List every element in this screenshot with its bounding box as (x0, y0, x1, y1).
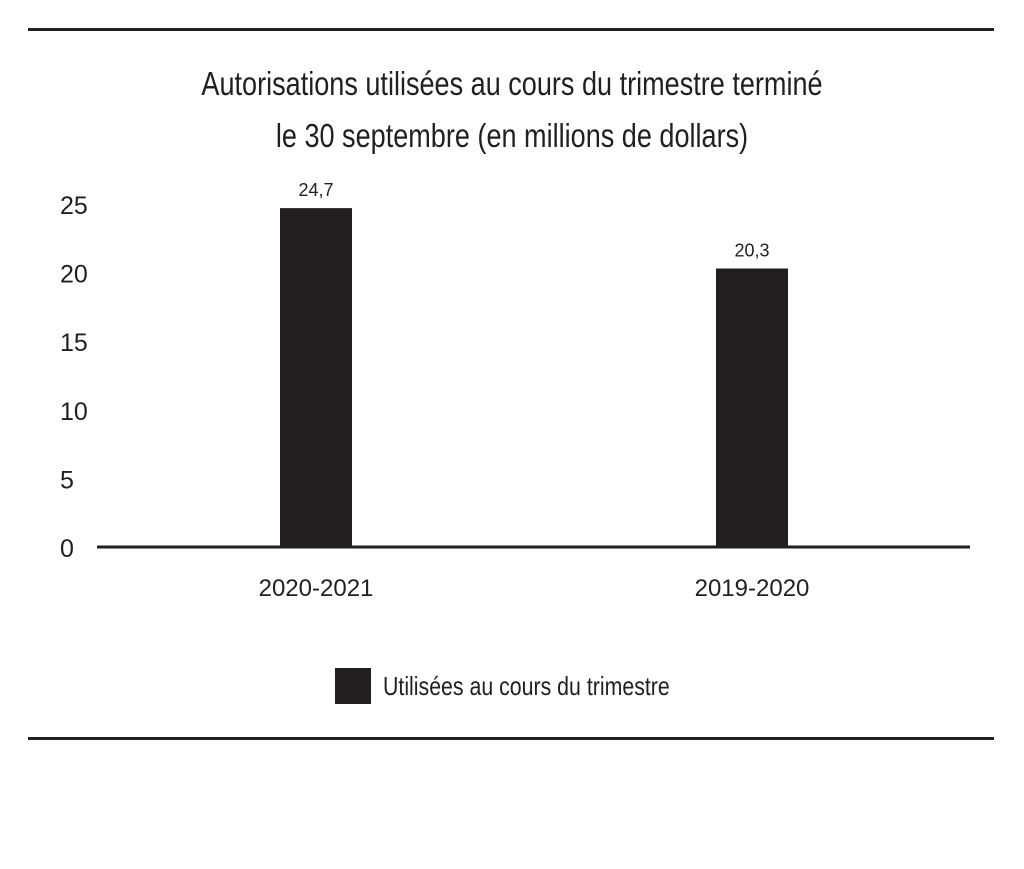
legend: Utilisées au cours du trimestre (335, 668, 733, 704)
chart-title: Autorisations utilisées au cours du trim… (92, 58, 932, 162)
data-label: 20,3 (734, 240, 769, 260)
bottom-rule (28, 737, 994, 740)
y-tick-label: 5 (60, 466, 74, 494)
bar (280, 208, 352, 547)
legend-label: Utilisées au cours du trimestre (383, 670, 670, 701)
y-tick-label: 0 (60, 535, 74, 563)
title-line-1: Autorisations utilisées au cours du trim… (201, 65, 823, 102)
bar (716, 268, 788, 547)
y-tick-label: 10 (60, 398, 88, 426)
y-tick-label: 15 (60, 329, 88, 357)
data-label: 24,7 (298, 180, 333, 200)
y-tick-label: 20 (60, 261, 88, 289)
legend-swatch (335, 668, 371, 704)
y-tick-label: 25 (60, 192, 88, 220)
title-line-2: le 30 septembre (en millions de dollars) (275, 117, 749, 154)
x-tick-label: 2020-2021 (259, 575, 374, 602)
top-rule (28, 28, 994, 31)
x-tick-label: 2019-2020 (695, 575, 810, 602)
